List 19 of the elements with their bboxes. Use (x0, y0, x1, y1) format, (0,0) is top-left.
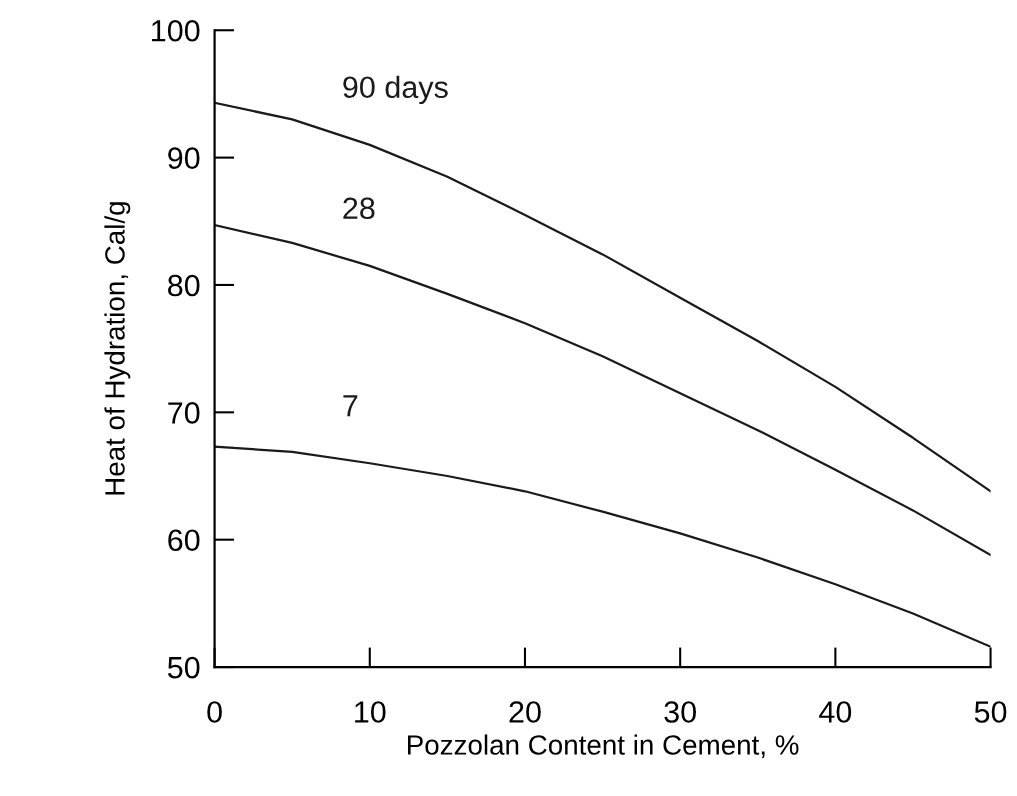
line-series (214, 445, 991, 648)
x-tick-label: 10 (355, 701, 386, 723)
y-tick-label: 90 (168, 147, 200, 169)
x-tick-label: 0 (207, 701, 222, 723)
series-label: 28 (343, 197, 375, 220)
x-tick-label: 50 (974, 701, 1007, 723)
series-label: 7 (343, 395, 358, 417)
y-tick-label: 80 (168, 274, 200, 297)
x-axis-title: Pozzolan Content in Cement, % (408, 734, 799, 759)
y-tick-label: 50 (167, 656, 200, 679)
x-tick-label: 20 (509, 701, 541, 723)
y-tick-label: 60 (168, 529, 200, 552)
y-tick-label: 100 (152, 19, 200, 42)
y-axis-title: Heat of Hydration, Cal/g (104, 202, 131, 495)
x-tick-label: 30 (664, 701, 696, 723)
y-tick-label: 70 (168, 402, 200, 424)
line-series (214, 224, 991, 557)
series-label: 90 days (343, 75, 448, 105)
x-tick-label: 40 (819, 701, 852, 723)
